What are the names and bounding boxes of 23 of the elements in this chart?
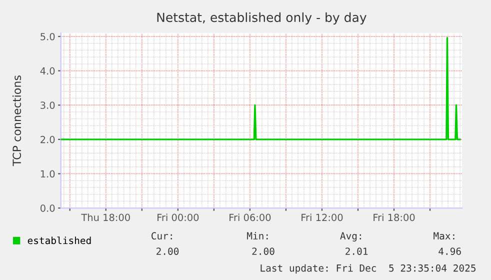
- text: Cur:: [152, 232, 172, 240]
- y-tick-label: 3.0: [40, 102, 55, 109]
- y-axis-title: TCP connections: [12, 76, 22, 166]
- legend-label: established: [28, 236, 91, 244]
- text: Max:: [434, 232, 454, 240]
- text: Last update: Fri Dec 5 23:35:04 2025: [260, 264, 476, 274]
- x-tick-label: Fri 18:00: [374, 214, 415, 222]
- text: 2.01: [346, 248, 368, 255]
- y-tick-label: 5.0: [40, 32, 55, 40]
- x-tick-label: Fri 06:00: [230, 214, 271, 222]
- x-tick-label: Thu 18:00: [81, 214, 130, 222]
- text: Min:: [247, 232, 268, 240]
- x-tick-label: Fri 12:00: [302, 214, 343, 222]
- y-tick-label: 4.0: [40, 67, 55, 75]
- chart-title: Netstat, established only - by day: [157, 12, 366, 25]
- text: Avg:: [340, 232, 362, 242]
- x-tick-label: Fri 00:00: [158, 214, 199, 222]
- y-tick-label: 0.0: [40, 204, 55, 212]
- y-tick-label: 2.0: [40, 136, 55, 144]
- y-tick-label: 1.0: [40, 170, 55, 178]
- text: 2.00: [252, 248, 274, 255]
- text: 4.96: [438, 248, 461, 255]
- text: 2.00: [156, 248, 179, 255]
